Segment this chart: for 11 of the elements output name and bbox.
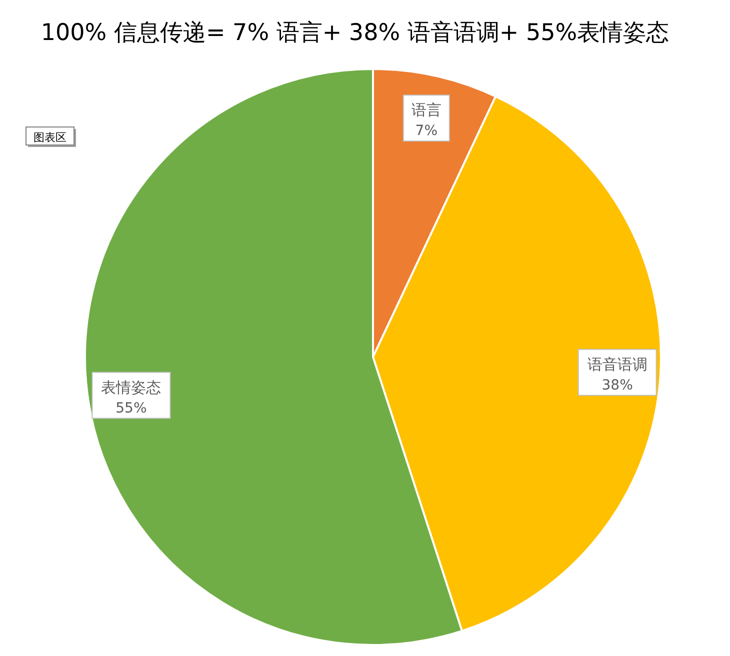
chart-title: 100% 信息传递= 7% 语言+ 38% 语音语调+ 55%表情姿态 — [40, 20, 670, 46]
label: 表情姿态 55% — [92, 372, 171, 419]
label: 语音语调 38% — [578, 348, 657, 396]
annotation: 图表区 — [26, 126, 76, 147]
slice-label: 表情姿态 — [101, 378, 162, 396]
data-label: 38% — [602, 377, 633, 394]
slice-label: 语言 — [411, 101, 442, 120]
slice-label: 语音语调 — [587, 355, 648, 374]
data-label: 55% — [116, 400, 147, 416]
label: 语言 7% — [402, 94, 450, 142]
data-label: 7% — [415, 123, 438, 140]
